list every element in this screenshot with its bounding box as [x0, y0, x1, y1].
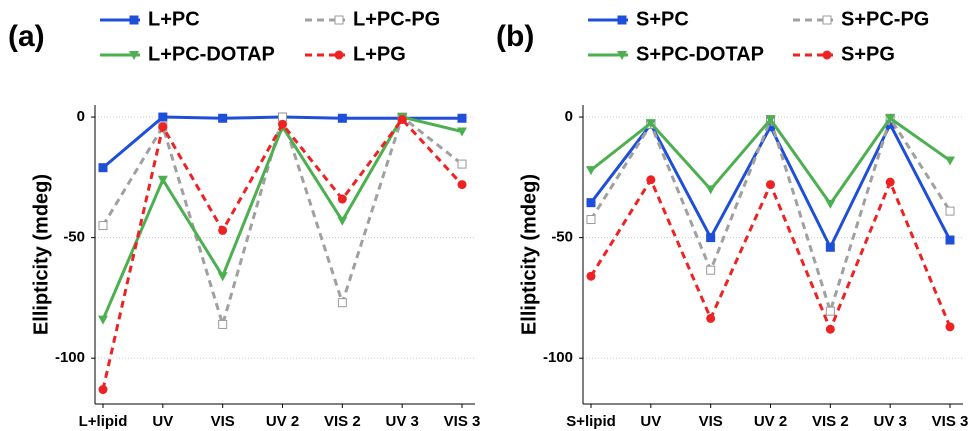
series-line	[101, 111, 463, 330]
y-tick-label: 0	[565, 108, 573, 125]
marker	[705, 185, 716, 195]
marker	[278, 119, 287, 129]
marker	[158, 122, 168, 132]
marker	[98, 385, 108, 395]
marker	[885, 114, 896, 124]
x-tick-label: VIS 2	[324, 413, 361, 430]
x-tick-label: VIS 2	[812, 413, 849, 430]
legend-label: L+PG	[353, 43, 406, 65]
marker	[586, 271, 596, 281]
marker	[825, 324, 835, 334]
x-tick-label: L+lipid	[79, 413, 128, 430]
marker	[586, 198, 596, 208]
marker	[457, 127, 467, 137]
marker	[158, 112, 168, 122]
marker	[98, 163, 108, 173]
marker	[397, 114, 407, 124]
marker	[218, 319, 228, 329]
x-tick-label: UV	[152, 413, 173, 430]
marker	[885, 177, 895, 187]
marker	[825, 306, 835, 316]
y-axis-label: Ellipticity (mdeg)	[30, 174, 52, 335]
marker	[706, 233, 716, 243]
legend-marker	[129, 15, 139, 25]
marker	[98, 221, 108, 231]
y-axis-label: Ellipticity (mdeg)	[518, 174, 540, 335]
x-tick-label: VIS 3	[932, 413, 969, 430]
legend-marker	[822, 15, 832, 25]
y-tick-label: -50	[551, 229, 573, 246]
marker	[645, 119, 656, 129]
series-line	[101, 117, 464, 390]
legend-label: L+PC-DOTAP	[148, 43, 275, 65]
marker	[337, 298, 347, 308]
marker	[945, 206, 955, 216]
legend-label: L+PC-PG	[353, 8, 440, 30]
legend-marker	[822, 50, 832, 60]
x-tick-label: UV	[640, 413, 661, 430]
y-tick-label: 0	[77, 108, 85, 125]
legend-marker	[334, 50, 344, 60]
marker	[98, 315, 108, 325]
marker	[825, 199, 836, 209]
legend-label: S+PG	[841, 43, 895, 65]
legend-label: S+PC-PG	[841, 8, 929, 30]
x-tick-label: UV 3	[873, 413, 906, 430]
series-line	[589, 114, 952, 317]
y-tick-label: -50	[63, 229, 85, 246]
marker	[157, 175, 168, 185]
legend-marker	[617, 51, 627, 60]
legend-label: S+PC-DOTAP	[636, 43, 764, 65]
marker	[765, 115, 776, 125]
marker	[945, 235, 955, 245]
marker	[337, 113, 347, 123]
marker	[706, 265, 716, 275]
marker	[457, 180, 467, 190]
series-line	[589, 176, 952, 334]
x-tick-label: VIS	[699, 413, 723, 430]
legend-label: L+PC	[148, 8, 200, 30]
marker	[825, 242, 835, 252]
marker	[337, 194, 347, 204]
x-tick-label: VIS 3	[444, 413, 481, 430]
x-tick-label: VIS	[211, 413, 235, 430]
marker	[646, 175, 656, 185]
marker	[766, 180, 775, 190]
legend-marker	[334, 15, 344, 25]
marker	[218, 113, 228, 123]
y-tick-label: -100	[55, 349, 85, 366]
legend-marker	[617, 15, 627, 25]
panel-label: (b)	[496, 20, 534, 53]
x-tick-label: UV 2	[754, 413, 787, 430]
x-tick-label: UV 2	[266, 413, 299, 430]
legend-label: S+PC	[636, 8, 689, 30]
marker	[945, 156, 955, 166]
marker	[706, 313, 716, 323]
marker	[217, 272, 228, 282]
marker	[945, 322, 955, 332]
x-tick-label: UV 3	[385, 413, 418, 430]
series-line	[101, 115, 463, 321]
marker	[586, 166, 596, 176]
y-tick-label: -100	[543, 349, 573, 366]
marker	[586, 215, 596, 225]
marker	[337, 216, 348, 226]
x-tick-label: S+lipid	[566, 413, 616, 430]
marker	[457, 159, 467, 169]
marker	[457, 113, 467, 123]
legend-marker	[129, 51, 139, 60]
marker	[218, 225, 228, 235]
panel-label: (a)	[8, 20, 45, 53]
